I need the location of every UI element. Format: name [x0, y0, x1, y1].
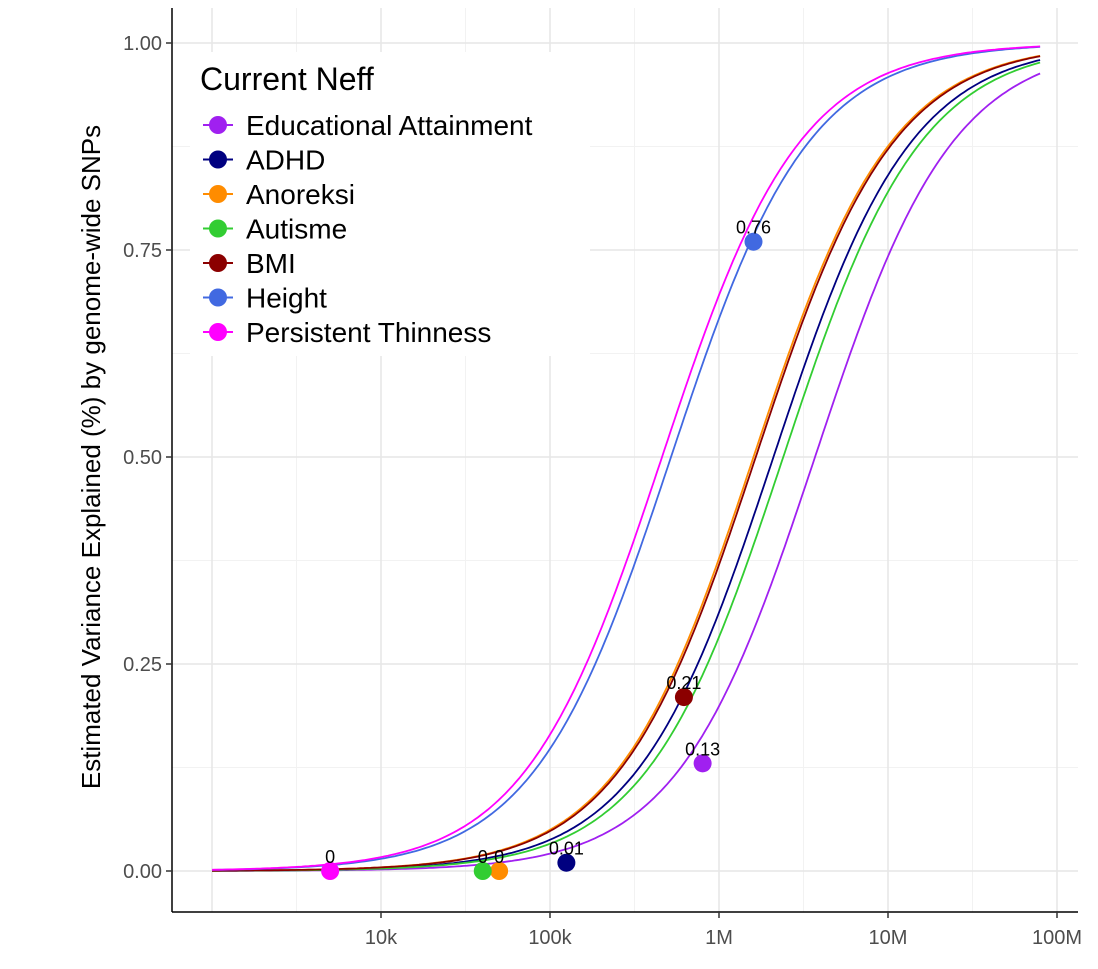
x-tick-label: 100k	[528, 927, 572, 949]
legend-key-point	[209, 323, 227, 341]
legend-item: Height	[203, 283, 327, 314]
x-tick-label: 10M	[869, 927, 908, 949]
data-label-adhd: 0.01	[549, 839, 584, 859]
legend-key-point	[209, 116, 227, 134]
legend-item: Persistent Thinness	[203, 317, 491, 348]
legend-background	[190, 52, 590, 356]
current-point-persistent-thinness	[321, 862, 340, 880]
y-axis-title: Estimated Variance Explained (%) by geno…	[76, 125, 106, 789]
current-point-bmi	[674, 688, 693, 707]
data-label-bmi: 0.21	[666, 673, 701, 693]
series-line-height	[212, 46, 1041, 871]
current-point-anoreksi	[490, 862, 509, 880]
legend-item: ADHD	[203, 145, 325, 176]
legend: Current Neff Educational Attainment ADHDAn…	[190, 52, 590, 356]
legend-label: Autisme	[246, 214, 347, 245]
series-lines	[211, 45, 1041, 872]
legend-label: ADHD	[246, 145, 325, 176]
current-point-adhd	[557, 853, 576, 872]
legend-key-point	[209, 185, 227, 203]
axes: 10k 100k 1M 10M 100M 0.00 0.25 0.50 0.75 1.00	[123, 8, 1082, 949]
data-label-educational-attainment: 0.13	[685, 739, 720, 759]
legend-key-point	[209, 254, 227, 272]
current-point-height	[744, 232, 763, 251]
legend-item: Educational Attainment	[203, 110, 533, 141]
legend-item: Anoreksi	[203, 179, 355, 210]
y-tick-label: 1.00	[123, 33, 162, 55]
legend-label: BMI	[246, 248, 296, 279]
y-tick-label: 0.50	[123, 447, 162, 469]
legend-item: BMI	[203, 248, 296, 279]
legend-key-point	[209, 150, 227, 169]
legend-label: Anoreksi	[246, 179, 355, 210]
legend-label: Persistent Thinness	[246, 317, 491, 348]
data-label-autisme: 0	[478, 847, 488, 867]
data-label-anoreksi: 0	[494, 847, 504, 867]
data-label-persistent-thinness: 0	[325, 847, 335, 867]
series-line-bmi	[212, 55, 1041, 872]
y-tick-label: 0.25	[123, 654, 162, 676]
x-tick-label: 1M	[705, 927, 733, 949]
y-tick-label: 0.75	[123, 240, 162, 262]
data-label-height: 0.76	[736, 218, 771, 238]
legend-key-point	[209, 219, 227, 238]
current-point-autisme	[473, 862, 492, 880]
x-tick-label: 10k	[365, 927, 398, 949]
y-tick-label: 0.00	[123, 861, 162, 883]
current-points	[321, 232, 763, 880]
legend-key-point	[209, 288, 227, 307]
legend-item: Autisme	[203, 214, 347, 245]
legend-title: Current Neff	[200, 61, 374, 97]
series-line-persistent-thinness	[211, 45, 1041, 871]
x-tick-label: 100M	[1032, 927, 1082, 949]
legend-label: Educational Attainment	[246, 110, 533, 141]
current-point-educational-attainment	[693, 754, 712, 773]
legend-label: Height	[246, 283, 327, 314]
